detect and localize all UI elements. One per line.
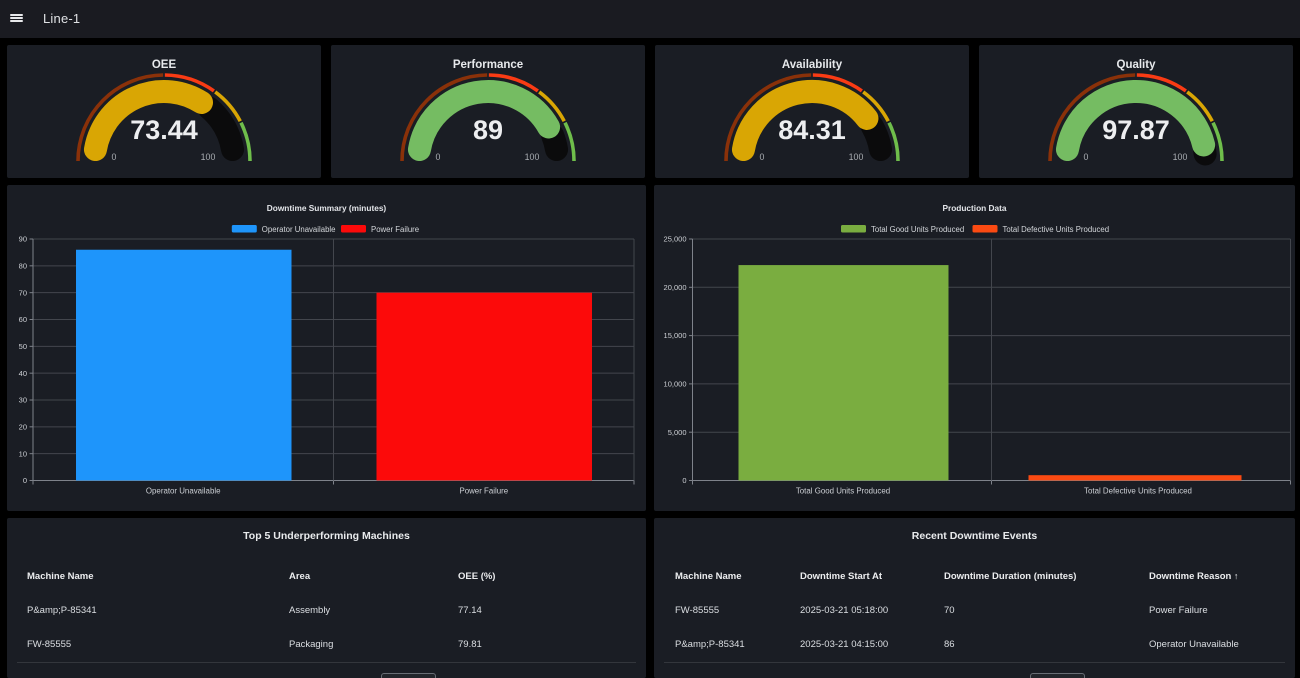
svg-text:80: 80 [19, 261, 27, 270]
svg-text:10,000: 10,000 [664, 380, 687, 389]
svg-text:Total Defective Units Produced: Total Defective Units Produced [1003, 225, 1110, 234]
svg-text:Production Data: Production Data [942, 203, 1006, 213]
svg-text:60: 60 [19, 315, 27, 324]
svg-text:Power Failure: Power Failure [371, 225, 419, 234]
svg-text:50: 50 [19, 342, 27, 351]
svg-text:20,000: 20,000 [664, 283, 687, 292]
svg-text:Downtime Summary (minutes): Downtime Summary (minutes) [267, 203, 387, 213]
svg-text:Total Defective Units Produced: Total Defective Units Produced [1084, 486, 1192, 495]
svg-text:Total Good Units Produced: Total Good Units Produced [796, 486, 890, 495]
svg-text:0: 0 [23, 476, 27, 485]
svg-text:30: 30 [19, 396, 27, 405]
svg-text:70: 70 [19, 288, 27, 297]
svg-text:90: 90 [19, 235, 27, 244]
svg-text:Operator Unavailable: Operator Unavailable [146, 486, 221, 495]
svg-text:10: 10 [19, 449, 27, 458]
svg-text:25,000: 25,000 [664, 235, 687, 244]
svg-text:15,000: 15,000 [664, 331, 687, 340]
svg-text:20: 20 [19, 422, 27, 431]
svg-text:Operator Unavailable: Operator Unavailable [262, 225, 336, 234]
svg-text:Total Good Units Produced: Total Good Units Produced [871, 225, 964, 234]
svg-text:40: 40 [19, 369, 27, 378]
svg-text:0: 0 [682, 476, 686, 485]
svg-text:Power Failure: Power Failure [459, 486, 508, 495]
svg-text:5,000: 5,000 [668, 428, 687, 437]
